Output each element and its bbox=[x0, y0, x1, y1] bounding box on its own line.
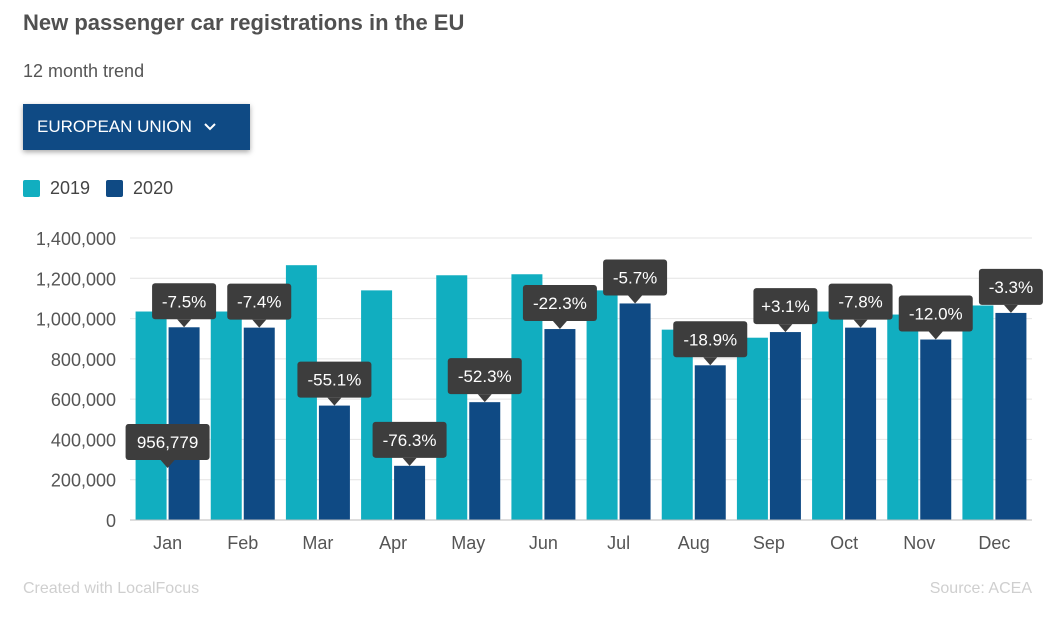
x-tick-label: Feb bbox=[227, 533, 258, 553]
x-tick-label: Jul bbox=[607, 533, 630, 553]
bar-2020-apr bbox=[394, 465, 426, 520]
x-tick-label: Mar bbox=[302, 533, 333, 553]
change-label-feb-box bbox=[227, 283, 292, 320]
x-tick-label: Jan bbox=[153, 533, 182, 553]
chart-title: New passenger car registrations in the E… bbox=[23, 10, 465, 35]
legend-swatch-2019 bbox=[23, 180, 40, 197]
change-label-feb-pointer bbox=[252, 319, 267, 328]
y-tick-label: 0 bbox=[106, 511, 116, 531]
change-label-sep-box bbox=[753, 288, 818, 325]
x-tick-label: Oct bbox=[830, 533, 858, 553]
bar-2020-mar bbox=[318, 405, 350, 520]
change-label-nov-pointer bbox=[928, 331, 943, 340]
bar-2020-oct bbox=[845, 327, 877, 520]
bar-2020-jul bbox=[619, 303, 651, 520]
change-label-jun-box bbox=[522, 285, 597, 322]
x-tick-label: Aug bbox=[678, 533, 710, 553]
change-label-oct-box bbox=[828, 283, 893, 320]
legend-item-2020[interactable]: 2020 bbox=[106, 178, 173, 199]
legend-item-2019[interactable]: 2019 bbox=[23, 178, 90, 199]
bar-2019-dec bbox=[962, 305, 994, 520]
bar-2019-jan bbox=[135, 311, 167, 520]
x-tick-label: Dec bbox=[978, 533, 1010, 553]
change-label-aug-pointer bbox=[703, 357, 718, 366]
bar-2020-sep bbox=[769, 332, 801, 520]
bar-2020-aug bbox=[694, 365, 726, 520]
change-label-oct-text: -7.8% bbox=[838, 293, 882, 312]
change-label-apr-pointer bbox=[402, 457, 417, 466]
credit-text[interactable]: Created with LocalFocus bbox=[23, 580, 200, 597]
change-label-sep-text: +3.1% bbox=[761, 297, 810, 316]
y-tick-label: 1,400,000 bbox=[36, 229, 116, 249]
change-label-may-box bbox=[447, 358, 522, 395]
change-label-apr-box bbox=[372, 421, 447, 458]
region-dropdown-button[interactable]: EUROPEAN UNION bbox=[23, 104, 250, 150]
y-tick-label: 1,200,000 bbox=[36, 269, 116, 289]
x-tick-label: Jun bbox=[529, 533, 558, 553]
legend-swatch-2020 bbox=[106, 180, 124, 197]
x-tick-label: Sep bbox=[753, 533, 785, 553]
bar-2019-apr bbox=[361, 290, 393, 520]
source-text: Source: ACEA bbox=[929, 580, 1032, 597]
bar-2019-sep bbox=[736, 337, 768, 520]
bar-2019-nov bbox=[887, 314, 919, 520]
change-label-aug-text: -18.9% bbox=[683, 330, 737, 349]
bar-2020-may bbox=[469, 402, 501, 520]
chart-subtitle: 12 month trend bbox=[23, 61, 145, 81]
change-label-mar-pointer bbox=[327, 397, 342, 406]
y-tick-label: 200,000 bbox=[51, 471, 116, 491]
change-label-mar-text: -55.1% bbox=[307, 371, 361, 390]
change-label-jan-box bbox=[152, 283, 217, 320]
x-tick-label: May bbox=[451, 533, 485, 553]
change-label-feb-text: -7.4% bbox=[237, 293, 281, 312]
change-label-mar-box bbox=[297, 361, 372, 398]
bar-2019-feb bbox=[210, 311, 242, 520]
bar-2020-jan bbox=[168, 327, 200, 520]
bar-2020-feb bbox=[243, 327, 275, 520]
change-label-may-text: -52.3% bbox=[458, 367, 512, 386]
legend-label-2020: 2020 bbox=[133, 178, 174, 198]
y-tick-label: 1,000,000 bbox=[36, 310, 116, 330]
chevron-down-icon bbox=[202, 119, 218, 135]
bar-2020-jun bbox=[544, 329, 576, 520]
bar-2020-nov bbox=[920, 339, 952, 520]
change-label-dec-box bbox=[978, 268, 1043, 305]
y-tick-label: 600,000 bbox=[51, 390, 116, 410]
y-tick-label: 400,000 bbox=[51, 430, 116, 450]
bar-2019-may bbox=[436, 275, 468, 520]
bar-2019-aug bbox=[661, 329, 693, 520]
x-tick-label: Apr bbox=[379, 533, 407, 553]
change-label-jan-text: -7.5% bbox=[162, 292, 206, 311]
change-label-nov-box bbox=[898, 295, 973, 332]
bar-2020-dec bbox=[995, 312, 1027, 520]
change-label-dec-pointer bbox=[1003, 304, 1018, 313]
y-tick-label: 800,000 bbox=[51, 350, 116, 370]
change-label-oct-pointer bbox=[853, 319, 868, 328]
bar-2019-oct bbox=[812, 311, 844, 520]
change-label-jun-pointer bbox=[552, 321, 567, 330]
value-tooltip-pointer bbox=[160, 460, 175, 468]
legend-label-2019: 2019 bbox=[50, 178, 91, 198]
change-label-jun-text: -22.3% bbox=[533, 294, 587, 313]
change-label-jul-pointer bbox=[628, 295, 643, 304]
change-label-sep-pointer bbox=[778, 324, 793, 333]
chart-legend: 2019 2020 bbox=[23, 178, 173, 199]
change-label-aug-box bbox=[673, 321, 748, 358]
change-label-nov-text: -12.0% bbox=[909, 305, 963, 324]
value-tooltip-text: 956,779 bbox=[137, 433, 198, 452]
change-label-jan-pointer bbox=[177, 319, 192, 328]
value-tooltip-box bbox=[125, 424, 210, 460]
bar-2019-jul bbox=[586, 290, 618, 520]
change-label-jul-text: -5.7% bbox=[613, 268, 657, 287]
change-label-apr-text: -76.3% bbox=[383, 431, 437, 450]
region-dropdown-label: EUROPEAN UNION bbox=[37, 117, 192, 136]
change-label-dec-text: -3.3% bbox=[989, 278, 1033, 297]
change-label-jul-box bbox=[603, 259, 668, 296]
change-label-may-pointer bbox=[477, 394, 492, 403]
x-tick-label: Nov bbox=[903, 533, 935, 553]
